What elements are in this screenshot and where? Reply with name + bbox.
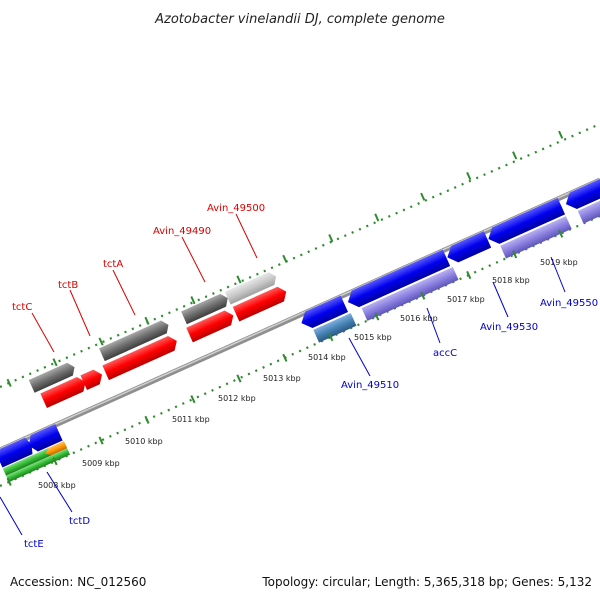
scale-tick — [6, 477, 12, 486]
scale-tick — [558, 130, 564, 139]
gene-label-tctB[interactable]: tctB — [58, 280, 78, 291]
scale-tick — [236, 275, 242, 284]
gene-accC-blue[interactable] — [344, 249, 451, 311]
gene-label-accC[interactable]: accC — [433, 348, 457, 359]
scale-tick — [282, 254, 288, 263]
scale-tick — [558, 229, 564, 238]
gene-label-tctC[interactable]: tctC — [12, 302, 32, 313]
accession-text: Accession: NC_012560 — [10, 575, 146, 589]
scale-label: 5011 kbp — [172, 415, 210, 424]
gene-Avin-49490-gray[interactable] — [181, 292, 231, 325]
scale-tick — [236, 374, 242, 383]
gene-tctD[interactable] — [44, 440, 68, 457]
scale-label: 5014 kbp — [308, 353, 346, 362]
gene-label-Avin-49530[interactable]: Avin_49530 — [480, 322, 538, 333]
gene-accC[interactable] — [361, 267, 459, 321]
gene-tctE-blue[interactable] — [0, 436, 35, 468]
scale-tick — [282, 353, 288, 362]
scale-tick — [98, 337, 104, 346]
scale-label: 5013 kbp — [263, 374, 301, 383]
scale-label: 5015 kbp — [354, 333, 392, 342]
gene-label-tctD[interactable]: tctD — [69, 516, 90, 527]
scale-tick — [512, 151, 518, 160]
scale-tick — [328, 234, 334, 243]
gene-edge-blue[interactable] — [562, 178, 600, 212]
gene-Avin-49530-blue[interactable] — [444, 231, 492, 265]
scale-label: 5012 kbp — [218, 394, 256, 403]
inner-dotted-ring — [0, 214, 600, 488]
map-title: Azotobacter vinelandii DJ, complete geno… — [154, 12, 445, 27]
gene-label-tctA[interactable]: tctA — [103, 259, 123, 270]
scale-tick — [466, 270, 472, 280]
gene-label-Avin-49490[interactable]: Avin_49490 — [153, 226, 211, 237]
gene-Avin-49550[interactable] — [500, 216, 572, 259]
gene-tctE[interactable] — [2, 447, 52, 476]
scale-tick — [374, 213, 380, 222]
scale-tick — [6, 378, 12, 387]
gene-label-Avin-49510[interactable]: Avin_49510 — [341, 380, 399, 391]
gene-Avin-49500-gray[interactable] — [224, 270, 279, 305]
gene-edge-purple[interactable] — [577, 196, 600, 224]
gene-Avin-49550-blue[interactable] — [485, 197, 566, 247]
forward-callouts — [31, 213, 258, 353]
gene-tctA-gray[interactable] — [99, 318, 171, 362]
summary-text: Topology: circular; Length: 5,365,318 bp… — [261, 575, 592, 589]
gene-tctE-rna[interactable] — [6, 448, 71, 483]
forward-features — [28, 270, 290, 409]
gene-Avin-49510-blue[interactable] — [298, 295, 349, 332]
scale-label: 5009 kbp — [82, 459, 120, 468]
scale-tick — [98, 436, 104, 445]
reverse-callouts — [0, 256, 566, 536]
scale-label: 5019 kbp — [540, 258, 578, 267]
scale-tick — [420, 192, 426, 201]
scale-tick — [144, 415, 150, 424]
scale-tick — [190, 395, 196, 404]
gene-label-Avin-49500[interactable]: Avin_49500 — [207, 203, 265, 214]
gene-tctD-blue[interactable] — [25, 424, 63, 454]
gene-label-tctE[interactable]: tctE — [24, 539, 44, 550]
scale-ticks — [6, 130, 564, 486]
scale-tick — [144, 316, 150, 325]
gene-tctC-gray[interactable] — [28, 361, 78, 393]
scale-tick — [328, 333, 334, 342]
scale-tick — [512, 250, 518, 259]
scale-tick — [420, 291, 426, 300]
gene-Avin-49490[interactable] — [186, 308, 236, 343]
scale-label: 5016 kbp — [400, 314, 438, 323]
scale-label: 5008 kbp — [38, 481, 76, 490]
gene-Avin-49500[interactable] — [232, 284, 290, 322]
scale-tick — [52, 358, 58, 367]
gene-Avin-49510[interactable] — [313, 313, 357, 343]
reverse-features — [0, 178, 600, 483]
scale-label: 5010 kbp — [125, 437, 163, 446]
gene-tctA[interactable] — [102, 334, 180, 381]
gene-tctC[interactable] — [40, 375, 89, 409]
scale-label: 5017 kbp — [447, 295, 485, 304]
scale-tick — [466, 171, 472, 181]
gene-label-Avin-49550[interactable]: Avin_49550 — [540, 298, 598, 309]
scale-label: 5018 kbp — [492, 276, 530, 285]
scale-tick — [52, 457, 58, 466]
outer-dotted-ring — [0, 122, 600, 389]
gene-tctB[interactable] — [80, 367, 105, 390]
scale-tick — [190, 296, 196, 305]
scale-tick — [374, 312, 380, 321]
